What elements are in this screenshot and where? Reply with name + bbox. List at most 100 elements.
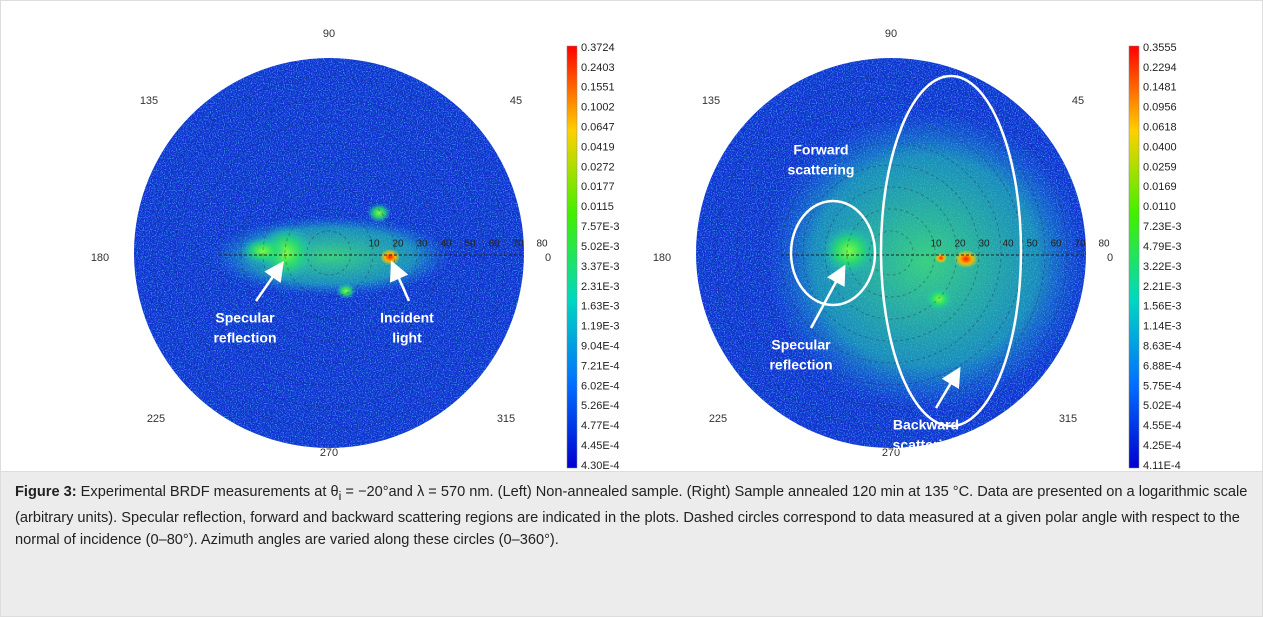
annotation: scattering	[788, 162, 855, 178]
angle-label: 315	[1059, 413, 1077, 425]
colorbar-label: 4.55E-4	[1143, 420, 1182, 432]
annotation: reflection	[769, 357, 832, 373]
angle-label: 225	[709, 413, 727, 425]
angle-label: 135	[140, 95, 158, 107]
intensity-region	[241, 237, 285, 265]
angle-label: 45	[1072, 95, 1084, 107]
polar-circle	[306, 230, 352, 276]
intensity-region	[954, 250, 978, 268]
intensity-region	[336, 283, 356, 299]
colorbar-label: 5.75E-4	[1143, 380, 1182, 392]
colorbar-label: 2.31E-3	[581, 281, 620, 293]
colorbar-label: 0.2294	[1143, 62, 1177, 74]
colorbar-label: 3.22E-3	[1143, 261, 1182, 273]
colorbar-label: 7.21E-4	[581, 360, 620, 372]
radial-label: 20	[954, 239, 966, 250]
caption: Figure 3: Experimental BRDF measurements…	[0, 471, 1263, 617]
colorbar-label: 2.21E-3	[1143, 281, 1182, 293]
angle-label: 270	[320, 447, 338, 459]
colorbar-label: 0.0115	[581, 201, 614, 213]
colorbar-label: 0.0110	[1143, 201, 1176, 213]
colorbar-label: 0.0400	[1143, 141, 1177, 153]
figure: 10 20 30 40 50 60 70 80 90 135 45 180 0 225 315 270 0.37…	[0, 0, 1263, 472]
colorbar-label: 4.77E-4	[581, 420, 620, 432]
caption-subscript: i	[338, 488, 342, 503]
annotation: Incident	[380, 310, 434, 326]
colorbar-label: 6.88E-4	[1143, 360, 1182, 372]
radial-label: 40	[1002, 239, 1014, 250]
colorbar-label: 5.26E-4	[581, 400, 620, 412]
annotation: Forward	[793, 142, 848, 158]
radial-label: 60	[1050, 239, 1062, 250]
colorbar-label: 1.56E-3	[1143, 301, 1182, 313]
colorbar-label: 0.0647	[581, 122, 615, 134]
colorbar-label: 4.11E-4	[1143, 460, 1181, 472]
radial-label: 40	[440, 239, 452, 250]
radial-label: 50	[1026, 239, 1038, 250]
angle-label: 270	[882, 447, 900, 459]
colorbar-label: 6.02E-4	[581, 380, 620, 392]
radial-label: 60	[488, 239, 500, 250]
polar-plot: 10 20 30 40 50 60 70 80 90 135 45 180 0 225 315 270 0.35…	[653, 28, 1182, 472]
colorbar-label: 0.0956	[1143, 102, 1177, 114]
angle-label: 45	[510, 95, 522, 107]
annotation: Specular	[771, 337, 831, 353]
caption-label: Figure 3:	[15, 484, 77, 500]
colorbar-label: 0.3555	[1143, 42, 1177, 54]
radial-label: 30	[416, 239, 428, 250]
polar-circle	[196, 120, 462, 386]
angle-label: 90	[323, 28, 335, 40]
colorbar-label: 5.02E-4	[1143, 400, 1182, 412]
annotation: scattering	[893, 437, 960, 453]
colorbar-label: 0.1481	[1143, 82, 1177, 94]
radial-label: 70	[512, 239, 524, 250]
colorbar-label: 1.14E-3	[1143, 321, 1182, 333]
polar-circle	[736, 98, 1046, 408]
polar-circle	[174, 98, 484, 408]
polar-plot: 10 20 30 40 50 60 70 80 90 135 45 180 0 225 315 270 0.37…	[91, 28, 620, 472]
colorbar-label: 4.45E-4	[581, 440, 620, 452]
colorbar-label: 1.19E-3	[581, 321, 620, 333]
colorbar-label: 4.30E-4	[581, 460, 620, 472]
colorbar-label: 5.02E-3	[581, 241, 620, 253]
annotation-arrow	[809, 264, 846, 329]
colorbar-label: 0.0419	[581, 141, 615, 153]
colorbar	[1128, 45, 1140, 469]
intensity-region	[821, 226, 877, 276]
caption-text: Experimental BRDF measurements at θ	[76, 484, 339, 500]
polar-circle	[846, 208, 936, 298]
colorbar-label: 8.63E-4	[1143, 340, 1182, 352]
annotation: reflection	[213, 330, 276, 346]
colorbar-label: 0.0177	[581, 181, 615, 193]
radial-label: 20	[392, 239, 404, 250]
polar-circle	[218, 142, 440, 364]
polar-circle	[780, 142, 1002, 364]
radial-label: 10	[368, 239, 380, 250]
annotation: light	[392, 330, 422, 346]
angle-label: 180	[653, 252, 671, 264]
radial-label: 10	[930, 239, 942, 250]
colorbar-label: 4.79E-3	[1143, 241, 1182, 253]
intensity-region	[367, 203, 391, 223]
colorbar	[566, 45, 578, 469]
radial-label: 30	[978, 239, 990, 250]
colorbar-label: 0.3724	[581, 42, 615, 54]
polar-circle	[152, 76, 506, 430]
colorbar-label: 4.25E-4	[1143, 440, 1182, 452]
colorbar-label: 0.1002	[581, 102, 615, 114]
colorbar-label: 0.0259	[1143, 161, 1177, 173]
angle-label: 0	[1107, 252, 1113, 264]
region-outline	[879, 74, 1023, 428]
region-outline	[789, 199, 877, 307]
radial-label: 80	[536, 239, 548, 250]
polar-circle	[262, 186, 396, 320]
polar-circle	[714, 76, 1068, 430]
angle-label: 90	[885, 28, 897, 40]
colorbar-label: 0.0618	[1143, 122, 1177, 134]
intensity-region	[766, 111, 1086, 411]
annotation-arrow	[934, 366, 961, 409]
colorbar-label: 7.23E-3	[1143, 221, 1182, 233]
angle-label: 225	[147, 413, 165, 425]
colorbar-label: 0.0272	[581, 161, 615, 173]
